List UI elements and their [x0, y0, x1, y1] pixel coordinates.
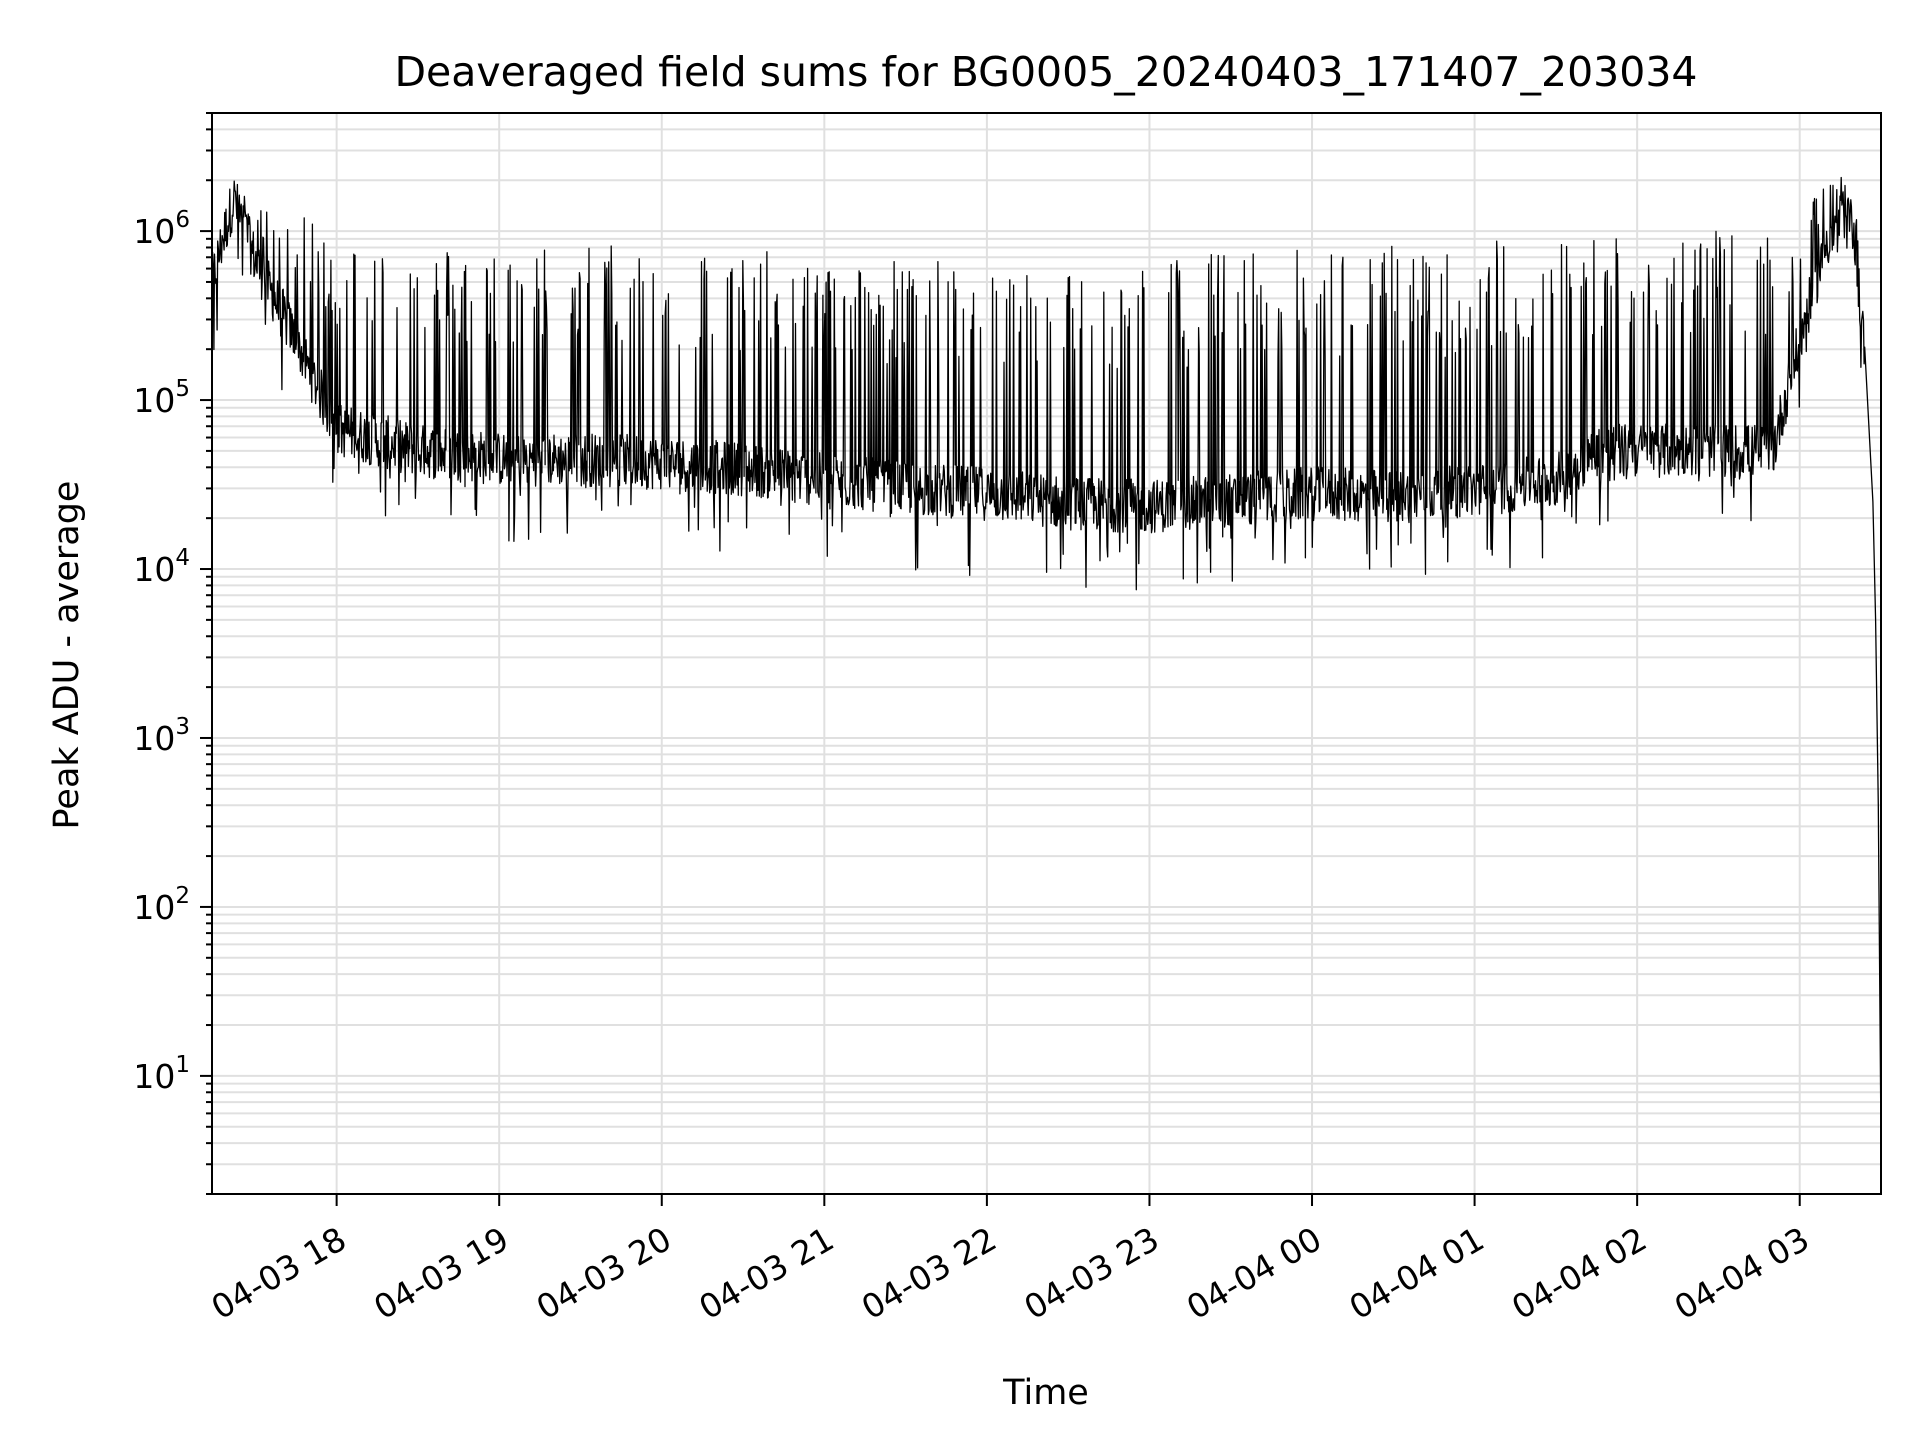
chart-title: Deaveraged field sums for BG0005_2024040… [394, 48, 1697, 96]
series-line [212, 176, 1881, 1144]
y-tick-base: 10 [133, 550, 175, 589]
y-tick-base: 10 [133, 212, 175, 251]
y-tick-label: 103 [133, 714, 190, 758]
plot-frame [211, 112, 1882, 1195]
y-tick-exponent: 1 [175, 1052, 190, 1078]
y-tick-label: 105 [133, 376, 190, 420]
y-tick-base: 10 [133, 888, 175, 927]
y-tick-base: 10 [133, 381, 175, 420]
y-tick-base: 10 [133, 1057, 175, 1096]
y-tick-exponent: 6 [175, 207, 190, 233]
y-tick-exponent: 3 [175, 714, 190, 740]
y-tick-label: 102 [133, 883, 190, 927]
y-tick-base: 10 [133, 719, 175, 758]
y-tick-exponent: 2 [175, 883, 190, 909]
y-tick-label: 106 [133, 207, 190, 251]
y-tick-exponent: 5 [175, 376, 190, 402]
y-tick-label: 104 [133, 545, 190, 589]
series-layer [212, 176, 1881, 1144]
x-axis-label: Time [1002, 1373, 1089, 1413]
y-tick-exponent: 4 [175, 545, 190, 571]
y-tick-label: 101 [133, 1052, 190, 1096]
y-axis-label: Peak ADU - average [47, 481, 87, 830]
